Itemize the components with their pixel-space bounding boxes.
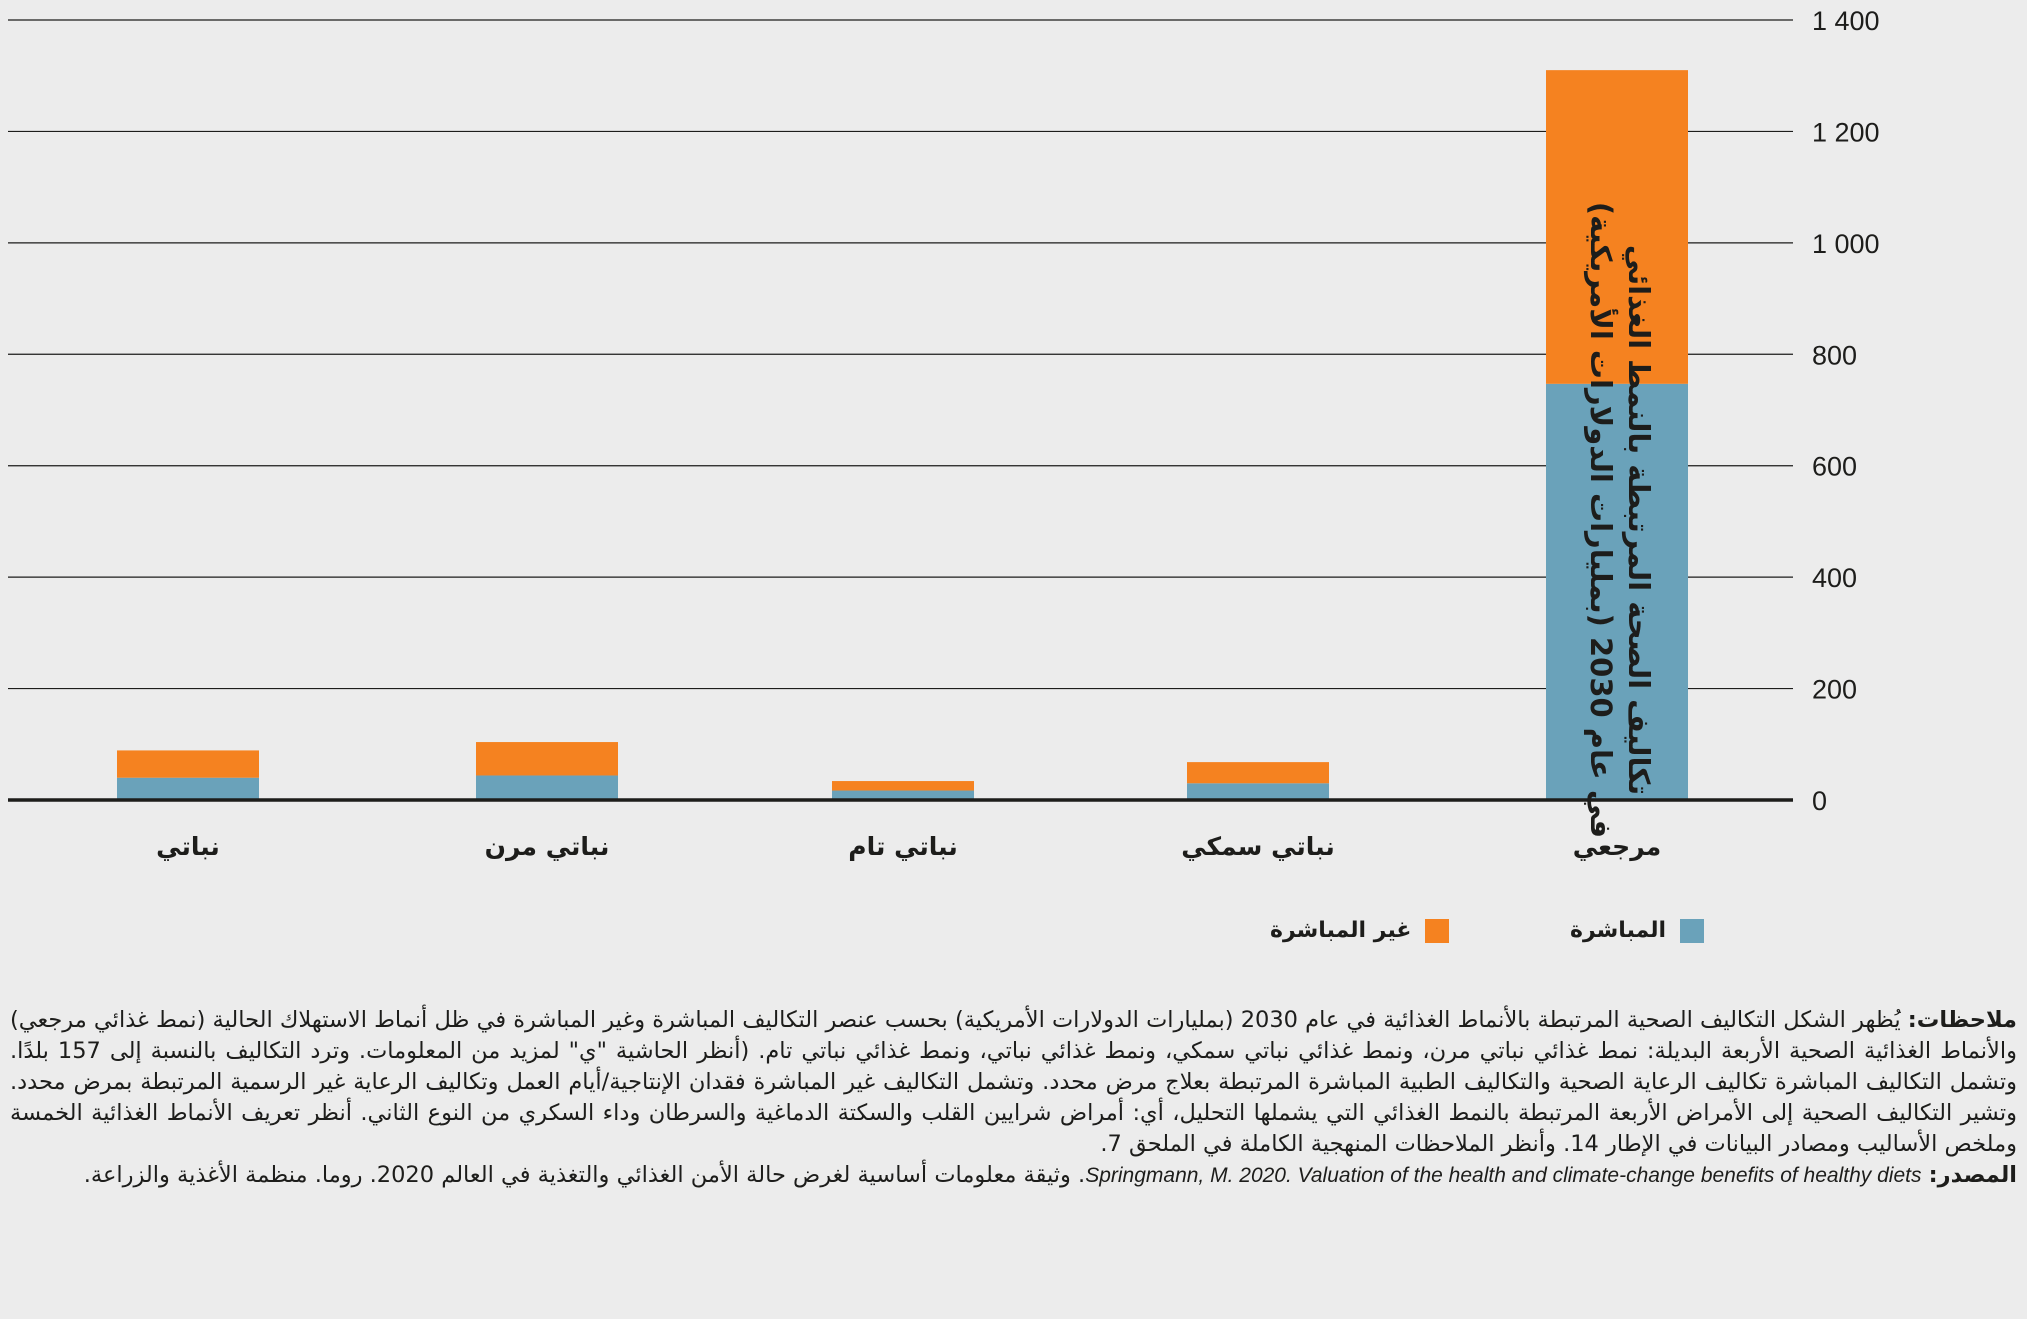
y-axis-label: تكاليف الصحة المرتبطة بالنمط الغذائي في … — [1582, 160, 1658, 880]
y-tick-label: 1 000 — [1812, 229, 1880, 259]
x-category-label: نباتي تام — [848, 832, 957, 861]
x-category-label: مرجعي — [1573, 832, 1661, 862]
bar-indirect — [476, 742, 618, 776]
x-category-label: نباتي — [156, 832, 220, 861]
y-tick-label: 1 200 — [1812, 117, 1880, 147]
bar-direct — [476, 775, 618, 800]
y-tick-label: 1 400 — [1812, 6, 1880, 36]
x-category-label: نباتي مرن — [485, 832, 610, 862]
y-tick-label: 200 — [1812, 675, 1857, 705]
legend-label-indirect: غير المباشرة — [1270, 918, 1412, 943]
source-paragraph: المصدر: Springmann, M. 2020. Valuation o… — [10, 1160, 2017, 1191]
y-axis-label-line2: في عام 2030 (بمليارات الدولارات الأمريكي… — [1584, 201, 1618, 839]
legend-label-direct: المباشرة — [1570, 918, 1667, 943]
chart: 0 200 400 600 800 1 000 1 200 1 400 مرجعي نباتي س… — [8, 6, 1880, 943]
bar-direct — [832, 790, 974, 800]
bar-direct — [1546, 383, 1688, 800]
y-tick-label: 400 — [1812, 563, 1857, 593]
legend-item-indirect: غير المباشرة — [1270, 918, 1450, 943]
bar-direct — [1187, 783, 1329, 800]
y-axis-label-line1: تكاليف الصحة المرتبطة بالنمط الغذائي — [1622, 244, 1656, 796]
source-text: . وثيقة معلومات أساسية لغرض حالة الأمن ا… — [83, 1162, 1086, 1188]
legend-item-direct: المباشرة — [1570, 918, 1705, 943]
bar-indirect — [1187, 762, 1329, 784]
y-tick-label: 0 — [1812, 786, 1827, 816]
chart-svg: 0 200 400 600 800 1 000 1 200 1 400 مرجعي نباتي س… — [8, 6, 1880, 862]
notes-block: ملاحظات: يُظهر الشكل التكاليف الصحية الم… — [10, 1005, 2017, 1191]
legend-swatch-direct — [1680, 918, 1705, 943]
bar-direct — [117, 777, 259, 800]
bar-indirect — [832, 781, 974, 791]
x-category-label: نباتي سمكي — [1181, 832, 1335, 861]
y-tick-label: 600 — [1812, 452, 1857, 482]
notes-text: يُظهر الشكل التكاليف الصحية المرتبطة بال… — [10, 1007, 2018, 1157]
notes-label: ملاحظات: — [1907, 1007, 2017, 1033]
notes-paragraph: ملاحظات: يُظهر الشكل التكاليف الصحية الم… — [10, 1005, 2017, 1160]
legend-swatch-indirect — [1425, 918, 1450, 943]
source-english: Springmann, M. 2020. Valuation of the he… — [1085, 1164, 1922, 1187]
source-label: المصدر: — [1928, 1162, 2017, 1188]
y-tick-label: 800 — [1812, 340, 1857, 370]
bar-indirect — [1546, 70, 1688, 384]
bar-indirect — [117, 750, 259, 778]
